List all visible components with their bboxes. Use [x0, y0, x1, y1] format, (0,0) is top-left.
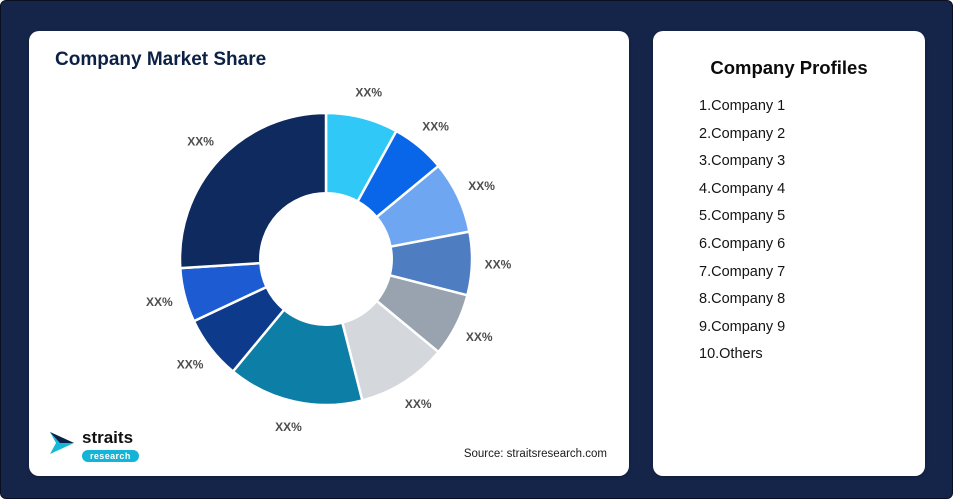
profile-item-8: 8.Company 8	[699, 291, 786, 308]
donut-segment-10	[178, 111, 328, 270]
slice-label-1: XX%	[355, 85, 382, 99]
slice-label-9: XX%	[146, 295, 173, 309]
source-text: Source: straitsresearch.com	[463, 448, 607, 460]
slice-label-5: XX%	[466, 330, 493, 344]
profile-item-3: 3.Company 3	[699, 153, 786, 170]
profile-item-6: 6.Company 6	[699, 235, 786, 252]
slice-label-4: XX%	[485, 257, 512, 271]
straits-logo-text: straits research	[82, 429, 139, 462]
slice-label-8: XX%	[177, 357, 204, 371]
profile-item-1: 1.Company 1	[699, 98, 786, 114]
slice-label-6: XX%	[405, 397, 432, 411]
straits-research-logo: straits research	[47, 429, 139, 462]
company-profiles-card: Company Profiles 1.Company 1 2.Company 2…	[653, 31, 925, 476]
chart-title: Company Market Share	[55, 49, 267, 70]
profile-item-7: 7.Company 7	[699, 263, 786, 280]
slice-label-7: XX%	[275, 420, 302, 434]
profiles-title: Company Profiles	[710, 57, 868, 78]
logo-sub-badge: research	[82, 450, 139, 462]
profile-item-2: 2.Company 2	[699, 125, 786, 142]
profiles-list: 1.Company 1 2.Company 2 3.Company 3 4.Co…	[653, 93, 925, 369]
slice-label-2: XX%	[422, 119, 449, 133]
profile-item-9: 9.Company 9	[699, 318, 786, 335]
profile-item-10: 10.Others	[699, 346, 763, 363]
slice-label-10: XX%	[187, 134, 214, 148]
profile-item-5: 5.Company 5	[699, 208, 786, 225]
donut-chart: XX% XX% XX% XX% XX% XX% XX% XX% XX% XX%	[146, 85, 512, 434]
market-share-card: Company Market Share XX% XX% XX% XX% XX% XX% X…	[29, 31, 629, 476]
logo-name: straits	[82, 428, 134, 448]
slice-label-3: XX%	[468, 179, 495, 193]
straits-logo-icon	[50, 432, 74, 455]
profile-item-4: 4.Company 4	[699, 180, 786, 197]
